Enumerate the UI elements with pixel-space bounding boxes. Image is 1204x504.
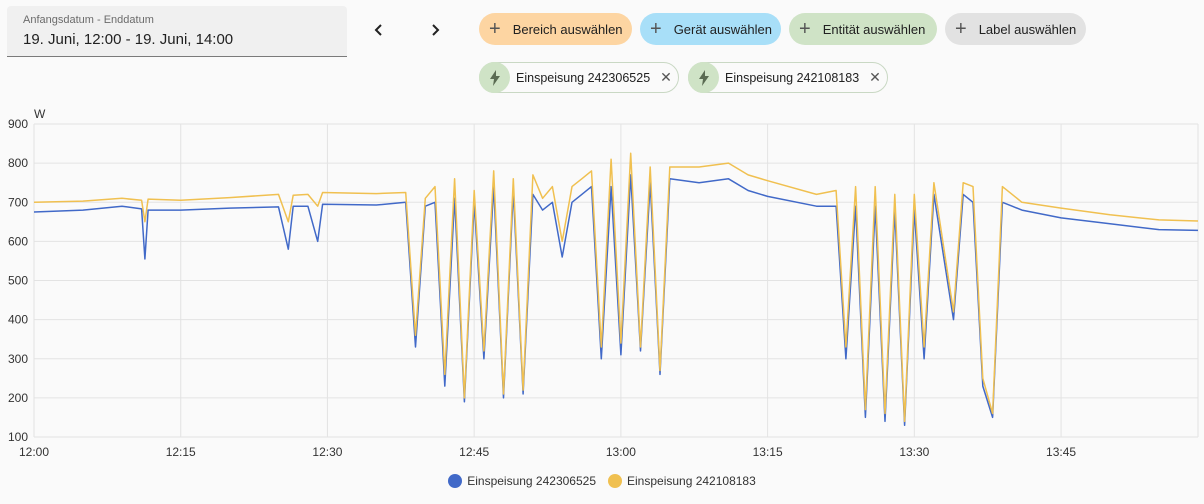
x-tick-label: 12:00 [19, 445, 49, 459]
select-entity-button[interactable]: + Entität auswählen [789, 13, 937, 45]
select-label-label: Label auswählen [978, 21, 1077, 37]
entity-chip: Einspeisung 242306525 ✕ [479, 62, 679, 93]
x-tick-label: 12:45 [459, 445, 489, 459]
chart-legend: Einspeisung 242306525 Einspeisung 242108… [0, 474, 1204, 488]
y-tick-label: 800 [8, 156, 28, 170]
remove-entity-icon[interactable]: ✕ [660, 69, 672, 85]
y-tick-label: 200 [8, 391, 28, 405]
legend-dot [448, 474, 463, 488]
select-label-button[interactable]: + Label auswählen [945, 13, 1086, 45]
legend-dot [608, 474, 622, 488]
select-area-label: Bereich auswählen [512, 21, 623, 37]
y-tick-label: 600 [8, 234, 28, 248]
flash-icon [479, 62, 510, 93]
select-area-button[interactable]: + Bereich auswählen [479, 13, 632, 45]
legend-label: Einspeisung 242306525 [467, 474, 596, 488]
remove-entity-icon[interactable]: ✕ [869, 69, 881, 85]
date-range-label: Anfangsdatum - Enddatum [23, 14, 154, 26]
entity-chip-label: Einspeisung 242108183 [725, 70, 860, 85]
entity-chip: Einspeisung 242108183 ✕ [688, 62, 888, 93]
y-tick-label: 700 [8, 195, 28, 209]
x-tick-label: 12:30 [312, 445, 342, 459]
plus-icon: + [489, 18, 501, 40]
next-period-button[interactable] [421, 16, 449, 44]
legend-item-series-1[interactable]: Einspeisung 242306525 [448, 474, 596, 488]
date-range-value: 19. Juni, 12:00 - 19. Juni, 14:00 [23, 31, 234, 48]
x-tick-label: 12:15 [166, 445, 196, 459]
y-axis-unit: W [34, 107, 46, 121]
plus-icon: + [650, 18, 662, 40]
x-tick-label: 13:00 [606, 445, 636, 459]
x-tick-label: 13:45 [1046, 445, 1076, 459]
previous-period-button[interactable] [365, 16, 393, 44]
select-device-label: Gerät auswählen [673, 21, 772, 37]
plus-icon: + [955, 18, 967, 40]
chevron-right-icon [432, 24, 440, 36]
history-chart[interactable]: 100 200 300 400 500 600 700 800 900 12:00 12:15 12:… [0, 100, 1204, 470]
y-tick-label: 300 [8, 352, 28, 366]
entity-chip-label: Einspeisung 242306525 [516, 70, 651, 85]
series-line-1[interactable] [33, 174, 1199, 427]
x-tick-label: 13:30 [899, 445, 929, 459]
chevron-left-icon [374, 24, 382, 36]
select-entity-label: Entität auswählen [822, 21, 926, 37]
flash-icon [688, 62, 719, 93]
select-device-button[interactable]: + Gerät auswählen [640, 13, 781, 45]
date-range-picker[interactable]: Anfangsdatum - Enddatum 19. Juni, 12:00 … [7, 6, 347, 57]
y-tick-label: 500 [8, 274, 28, 288]
legend-label: Einspeisung 242108183 [627, 474, 756, 488]
y-tick-label: 400 [8, 313, 28, 327]
y-tick-label: 100 [8, 430, 28, 444]
series-line-2[interactable] [33, 152, 1199, 423]
plus-icon: + [799, 18, 811, 40]
y-tick-label: 900 [8, 117, 28, 131]
x-tick-label: 13:15 [753, 445, 783, 459]
legend-item-series-2[interactable]: Einspeisung 242108183 [608, 474, 756, 488]
